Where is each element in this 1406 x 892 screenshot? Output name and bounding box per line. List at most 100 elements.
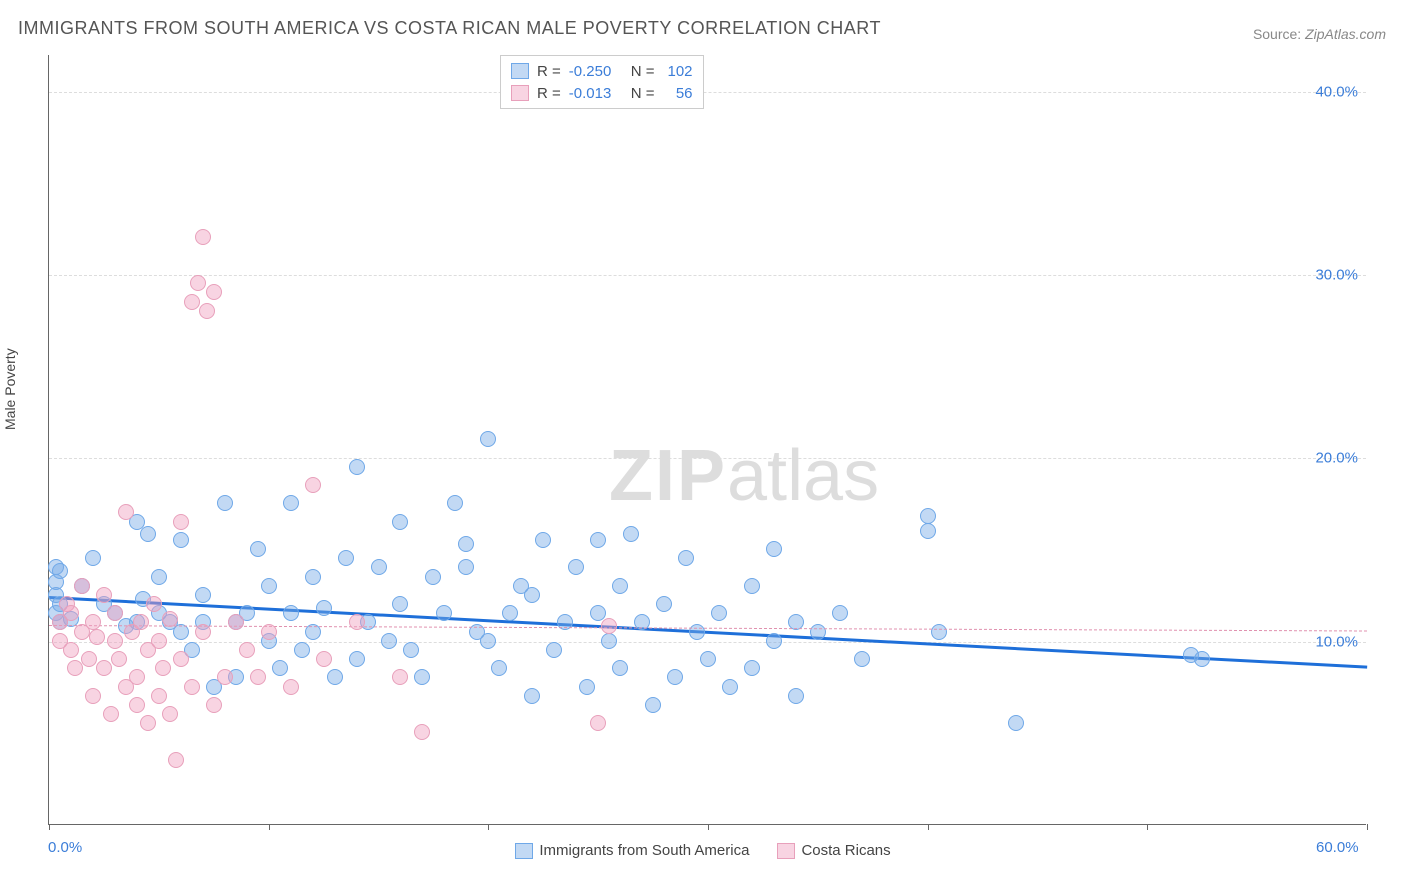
n-value: 102 xyxy=(663,63,693,80)
legend-item-immigrants: Immigrants from South America xyxy=(515,842,749,859)
legend-swatch-immigrants xyxy=(515,843,533,859)
data-point-immigrants xyxy=(535,532,551,548)
data-point-costa_ricans xyxy=(601,618,617,634)
x-tick-mark xyxy=(49,824,50,830)
data-point-costa_ricans xyxy=(206,697,222,713)
data-point-costa_ricans xyxy=(195,624,211,640)
data-point-costa_ricans xyxy=(151,688,167,704)
data-point-costa_ricans xyxy=(155,660,171,676)
data-point-costa_ricans xyxy=(63,605,79,621)
data-point-costa_ricans xyxy=(107,605,123,621)
data-point-immigrants xyxy=(327,669,343,685)
data-point-costa_ricans xyxy=(96,660,112,676)
legend-label: Immigrants from South America xyxy=(539,842,749,859)
source-prefix: Source: xyxy=(1253,26,1305,42)
y-tick-label: 20.0% xyxy=(1315,450,1358,467)
x-tick-mark xyxy=(1367,824,1368,830)
scatter-plot-area: ZIPatlas 10.0%20.0%30.0%40.0% xyxy=(48,55,1366,825)
data-point-immigrants xyxy=(371,559,387,575)
x-tick-mark xyxy=(488,824,489,830)
data-point-costa_ricans xyxy=(184,679,200,695)
data-point-immigrants xyxy=(1194,651,1210,667)
data-point-immigrants xyxy=(590,532,606,548)
data-point-immigrants xyxy=(217,495,233,511)
data-point-costa_ricans xyxy=(590,715,606,731)
data-point-immigrants xyxy=(623,526,639,542)
data-point-immigrants xyxy=(766,541,782,557)
data-point-costa_ricans xyxy=(133,614,149,630)
r-label: R = xyxy=(537,85,561,102)
data-point-immigrants xyxy=(667,669,683,685)
data-point-immigrants xyxy=(744,660,760,676)
data-point-immigrants xyxy=(766,633,782,649)
source-attribution: Source: ZipAtlas.com xyxy=(1253,26,1386,42)
legend-stat-row-immigrants: R =-0.250N =102 xyxy=(511,60,693,82)
data-point-costa_ricans xyxy=(199,303,215,319)
data-point-costa_ricans xyxy=(111,651,127,667)
data-point-immigrants xyxy=(568,559,584,575)
data-point-costa_ricans xyxy=(261,624,277,640)
x-tick-mark xyxy=(269,824,270,830)
data-point-costa_ricans xyxy=(250,669,266,685)
data-point-immigrants xyxy=(85,550,101,566)
x-tick-mark xyxy=(1147,824,1148,830)
data-point-immigrants xyxy=(524,688,540,704)
data-point-immigrants xyxy=(722,679,738,695)
data-point-costa_ricans xyxy=(206,284,222,300)
data-point-costa_ricans xyxy=(190,275,206,291)
n-label: N = xyxy=(631,63,655,80)
data-point-immigrants xyxy=(294,642,310,658)
r-value: -0.250 xyxy=(569,63,623,80)
chart-title: IMMIGRANTS FROM SOUTH AMERICA VS COSTA R… xyxy=(18,18,881,39)
data-point-costa_ricans xyxy=(162,706,178,722)
data-point-immigrants xyxy=(349,651,365,667)
data-point-costa_ricans xyxy=(103,706,119,722)
watermark-light: atlas xyxy=(727,436,879,516)
data-point-immigrants xyxy=(810,624,826,640)
data-point-immigrants xyxy=(744,578,760,594)
data-point-costa_ricans xyxy=(392,669,408,685)
data-point-costa_ricans xyxy=(129,669,145,685)
data-point-costa_ricans xyxy=(184,294,200,310)
data-point-immigrants xyxy=(700,651,716,667)
data-point-immigrants xyxy=(392,596,408,612)
gridline xyxy=(49,92,1366,93)
y-tick-label: 30.0% xyxy=(1315,267,1358,284)
data-point-costa_ricans xyxy=(140,715,156,731)
series-legend: Immigrants from South America Costa Rican… xyxy=(0,842,1406,863)
data-point-immigrants xyxy=(349,459,365,475)
data-point-immigrants xyxy=(579,679,595,695)
data-point-costa_ricans xyxy=(217,669,233,685)
x-tick-label: 60.0% xyxy=(1316,839,1359,856)
legend-item-costa_ricans: Costa Ricans xyxy=(777,842,890,859)
data-point-immigrants xyxy=(381,633,397,649)
data-point-immigrants xyxy=(283,495,299,511)
data-point-immigrants xyxy=(283,605,299,621)
data-point-immigrants xyxy=(392,514,408,530)
data-point-costa_ricans xyxy=(228,614,244,630)
data-point-costa_ricans xyxy=(85,688,101,704)
data-point-costa_ricans xyxy=(316,651,332,667)
data-point-immigrants xyxy=(272,660,288,676)
data-point-immigrants xyxy=(920,508,936,524)
data-point-immigrants xyxy=(458,559,474,575)
data-point-costa_ricans xyxy=(89,629,105,645)
data-point-immigrants xyxy=(480,431,496,447)
correlation-legend: R =-0.250N =102R =-0.013N =56 xyxy=(500,55,704,109)
data-point-costa_ricans xyxy=(173,514,189,530)
data-point-costa_ricans xyxy=(195,229,211,245)
data-point-immigrants xyxy=(491,660,507,676)
n-label: N = xyxy=(631,85,655,102)
data-point-immigrants xyxy=(414,669,430,685)
data-point-costa_ricans xyxy=(414,724,430,740)
data-point-immigrants xyxy=(524,587,540,603)
data-point-immigrants xyxy=(656,596,672,612)
data-point-costa_ricans xyxy=(96,587,112,603)
data-point-costa_ricans xyxy=(81,651,97,667)
watermark: ZIPatlas xyxy=(609,435,879,517)
data-point-immigrants xyxy=(436,605,452,621)
data-point-immigrants xyxy=(645,697,661,713)
data-point-immigrants xyxy=(612,660,628,676)
legend-swatch-costa_ricans xyxy=(511,85,529,101)
data-point-immigrants xyxy=(195,587,211,603)
